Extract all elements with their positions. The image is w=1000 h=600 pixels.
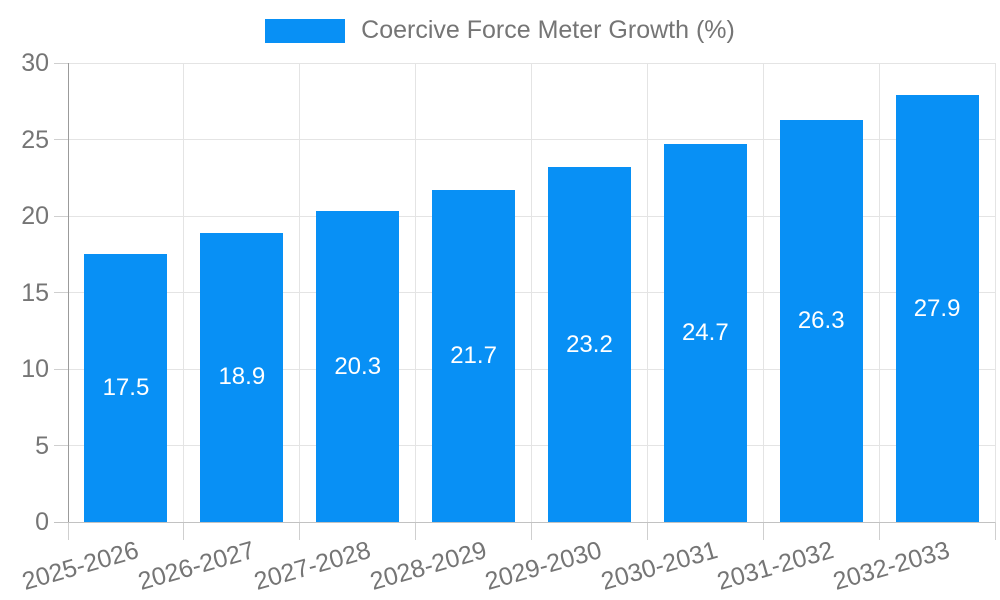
bar-value-label: 17.5	[102, 374, 150, 402]
x-tick-mark	[994, 522, 996, 540]
legend-swatch	[265, 18, 346, 43]
bar: 20.3	[316, 211, 400, 522]
y-tick-mark	[54, 215, 68, 217]
bar: 27.9	[895, 95, 979, 522]
y-tick-label: 5	[35, 431, 49, 460]
y-tick-label: 20	[21, 202, 49, 230]
y-tick-label: 30	[21, 49, 49, 77]
x-tick-mark	[878, 522, 880, 540]
bar: 21.7	[432, 189, 516, 522]
bar-value-label: 27.9	[913, 294, 961, 322]
y-tick-label: 10	[21, 355, 49, 383]
x-tick-mark	[415, 522, 417, 540]
bar: 18.9	[200, 232, 284, 522]
x-tick-mark	[646, 522, 648, 540]
y-tick-mark	[54, 292, 68, 293]
gridline-v	[183, 63, 185, 522]
y-tick-mark	[54, 445, 68, 446]
legend-label: Coercive Force Meter Growth (%)	[361, 16, 735, 44]
bar: 23.2	[547, 167, 631, 522]
bar: 17.5	[84, 254, 168, 522]
bar: 26.3	[779, 119, 863, 522]
gridline-v	[994, 63, 996, 522]
y-tick-mark	[54, 368, 68, 370]
bar-value-label: 20.3	[334, 352, 382, 380]
bar-value-label: 18.9	[218, 363, 266, 391]
bar-value-label: 23.2	[566, 330, 613, 358]
y-tick-label: 0	[35, 508, 49, 536]
y-tick-label: 15	[21, 278, 49, 307]
bar-value-label: 26.3	[797, 306, 845, 334]
gridline-v	[646, 63, 648, 522]
gridline-v	[762, 63, 764, 522]
x-tick-mark	[299, 522, 301, 540]
x-tick-mark	[531, 522, 532, 540]
gridline-v	[531, 63, 532, 522]
y-tick-mark	[54, 62, 68, 64]
x-axis-line	[54, 521, 995, 523]
y-tick-mark	[54, 139, 68, 140]
gridline-v	[299, 63, 301, 522]
x-tick-mark	[762, 522, 764, 540]
x-tick-mark	[183, 522, 185, 540]
legend: Coercive Force Meter Growth (%)	[0, 16, 1000, 45]
x-tick-mark	[67, 522, 69, 540]
bar-value-label: 24.7	[681, 319, 729, 347]
gridline-v	[415, 63, 417, 522]
bar: 24.7	[663, 144, 747, 522]
y-tick-label: 25	[21, 125, 49, 154]
bar-value-label: 21.7	[450, 341, 497, 369]
y-axis-line	[67, 63, 69, 522]
gridline-v	[878, 63, 880, 522]
